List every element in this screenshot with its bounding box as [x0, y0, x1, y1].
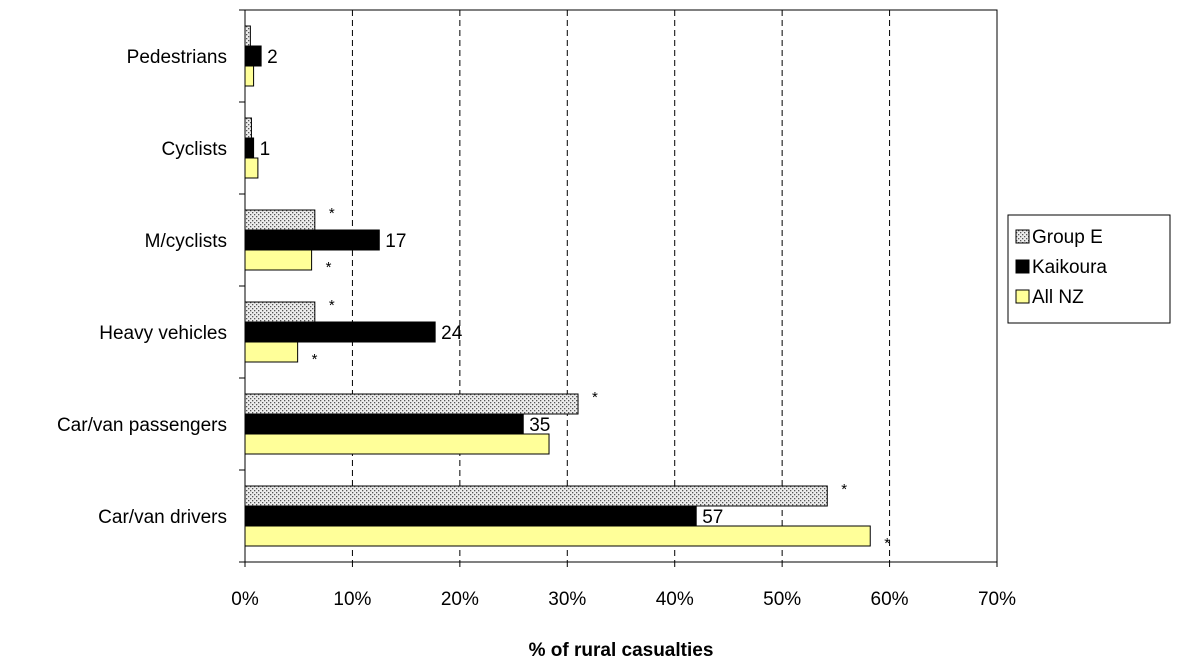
- category-label-m-cyclists: M/cyclists: [145, 231, 227, 252]
- legend-swatch-group-e: [1015, 229, 1030, 244]
- legend-label-group-e: Group E: [1032, 227, 1103, 248]
- bar-all-nz-pedestrians: [244, 65, 255, 87]
- legend-swatch-all-nz: [1015, 289, 1030, 304]
- bars: [244, 25, 871, 547]
- bar-all-nz-m-cyclists: [244, 249, 313, 271]
- data-label-kaikoura-car-van-passengers: 35: [529, 415, 550, 436]
- x-axis-title: % of rural casualties: [529, 640, 714, 661]
- legend-label-all-nz: All NZ: [1032, 287, 1084, 308]
- bar-kaikoura-car-van-passengers: [244, 413, 524, 435]
- data-label-kaikoura-cyclists: 1: [260, 139, 271, 160]
- significance-marker-group-e-heavy-vehicles: *: [329, 297, 335, 314]
- significance-marker-all-nz-m-cyclists: *: [326, 259, 332, 276]
- bar-kaikoura-cyclists: [244, 137, 255, 159]
- x-tick-label: 30%: [548, 589, 586, 610]
- data-label-kaikoura-m-cyclists: 17: [385, 231, 406, 252]
- axes: [239, 9, 998, 567]
- category-label-car-van-drivers: Car/van drivers: [98, 507, 227, 528]
- bar-kaikoura-m-cyclists: [244, 229, 380, 251]
- gridlines: [351, 10, 891, 562]
- bar-group-e-heavy-vehicles: [244, 301, 316, 323]
- category-label-cyclists: Cyclists: [162, 139, 227, 160]
- bar-all-nz-car-van-passengers: [244, 433, 550, 455]
- legend-box: [1007, 214, 1171, 324]
- data-label-kaikoura-heavy-vehicles: 24: [441, 323, 463, 344]
- legend-swatch-kaikoura: [1015, 259, 1030, 274]
- legend: Group E Kaikoura All NZ: [1007, 214, 1171, 324]
- bar-group-e-pedestrians: [244, 25, 251, 47]
- bar-group-e-cyclists: [244, 117, 252, 139]
- plot-area-border: [244, 9, 998, 563]
- bar-kaikoura-pedestrians: [244, 45, 262, 67]
- bar-group-e-car-van-drivers: [244, 485, 828, 507]
- x-tick-label: 60%: [871, 589, 909, 610]
- x-tick-label: 40%: [656, 589, 694, 610]
- category-label-pedestrians: Pedestrians: [127, 47, 227, 68]
- labels: 0% 10% 20% 30% 40% 50% 60% 70% 2 Pedestrians 1 Cycl…: [57, 47, 1016, 610]
- bar-group-e-car-van-passengers: [244, 393, 579, 415]
- data-label-kaikoura-car-van-drivers: 57: [702, 507, 723, 528]
- category-label-car-van-passengers: Car/van passengers: [57, 415, 227, 436]
- x-tick-label: 0%: [231, 589, 259, 610]
- bar-kaikoura-car-van-drivers: [244, 505, 697, 527]
- x-tick-label: 70%: [978, 589, 1016, 610]
- significance-marker-all-nz-car-van-drivers: *: [884, 535, 890, 552]
- x-tick-label: 50%: [763, 589, 801, 610]
- data-label-kaikoura-pedestrians: 2: [267, 47, 278, 68]
- x-tick-label: 10%: [333, 589, 371, 610]
- legend-label-kaikoura: Kaikoura: [1032, 257, 1107, 278]
- bar-all-nz-cyclists: [244, 157, 259, 179]
- bar-all-nz-heavy-vehicles: [244, 341, 299, 363]
- significance-marker-all-nz-heavy-vehicles: *: [312, 351, 318, 368]
- bar-all-nz-car-van-drivers: [244, 525, 871, 547]
- significance-marker-group-e-car-van-passengers: *: [592, 389, 598, 406]
- bar-kaikoura-heavy-vehicles: [244, 321, 436, 343]
- category-label-heavy-vehicles: Heavy vehicles: [99, 323, 227, 344]
- significance-marker-group-e-m-cyclists: *: [329, 205, 335, 222]
- significance-marker-group-e-car-van-drivers: *: [841, 481, 847, 498]
- x-tick-label: 20%: [441, 589, 479, 610]
- bar-group-e-m-cyclists: [244, 209, 316, 231]
